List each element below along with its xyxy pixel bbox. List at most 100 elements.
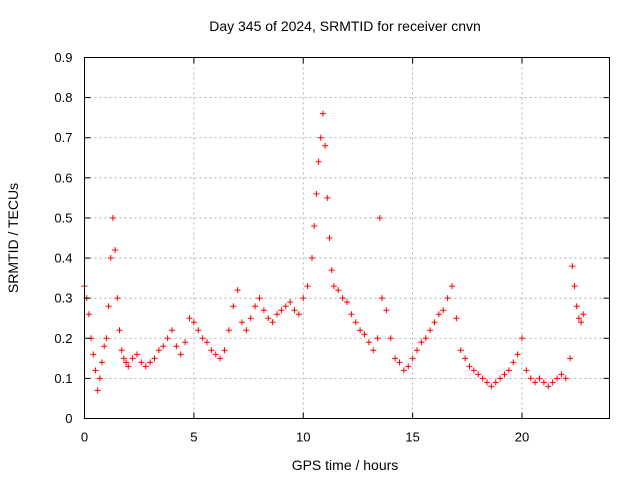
data-point [234,287,241,294]
data-point [317,134,324,141]
data-point [291,307,298,314]
y-tick-label: 0.8 [54,90,72,105]
y-tick-label: 0 [65,411,72,426]
data-point [562,375,569,382]
data-point [300,295,307,302]
x-tick-label: 10 [296,430,310,445]
data-point [101,343,108,350]
data-point [311,222,318,229]
data-point [99,359,105,366]
data-point [567,355,574,362]
data-point [164,335,171,342]
data-point [475,371,482,378]
data-point [488,383,495,390]
data-point [470,367,477,374]
x-tick-label: 20 [515,430,529,445]
data-point [501,371,508,378]
data-point [383,307,390,314]
data-point [239,319,245,326]
y-tick-label: 0.5 [54,210,72,225]
data-point [370,347,377,354]
data-point [427,327,434,334]
data-point [230,303,237,310]
chart-title: Day 345 of 2024, SRMTID for receiver cnv… [209,18,481,34]
x-tick-labels: 0 5 10 15 20 [81,430,529,445]
data-point [532,379,539,386]
data-point [304,283,311,290]
data-point [396,359,403,366]
data-point [105,303,112,310]
data-point [361,331,368,338]
x-axis-label: GPS time / hours [292,457,399,473]
y-tick-label: 0.1 [54,371,72,386]
data-point [114,295,121,302]
data-point [569,263,576,270]
data-point [155,347,162,354]
data-point [107,255,114,262]
data-point [269,319,276,326]
data-point [558,371,565,378]
data-point [195,327,202,334]
x-tick-label: 0 [81,430,88,445]
data-point [328,267,335,274]
data-point [212,351,219,358]
data-point [186,315,193,322]
data-point [540,379,547,386]
data-point [315,158,322,165]
data-points [81,110,587,394]
data-point [554,375,560,382]
data-point [414,347,420,354]
data-point [536,375,543,382]
data-point [505,367,512,374]
data-point [510,359,517,366]
data-point [287,299,294,306]
data-point [319,110,326,117]
data-point [182,339,189,346]
data-point [514,351,521,358]
data-point [440,307,447,314]
data-point [357,327,364,334]
data-point [344,299,350,306]
data-point [449,283,455,290]
x-tick-label: 5 [190,430,197,445]
data-point [265,315,272,322]
data-point [497,375,504,382]
data-point [173,343,180,350]
data-point [260,307,267,314]
data-point [85,311,92,318]
data-point [339,295,346,302]
data-point [374,335,381,342]
data-point [387,335,394,342]
data-point [392,355,399,362]
plot-frame [84,57,610,419]
data-point [322,142,329,149]
data-point [324,194,331,201]
y-tick-label: 0.9 [54,50,72,65]
data-point [123,359,130,366]
grid [84,57,610,419]
data-point [208,347,215,354]
data-point [466,363,473,370]
data-point [422,335,429,342]
data-point [190,319,197,326]
data-point [125,363,132,370]
data-point [169,327,175,334]
data-point [365,339,372,346]
data-point [523,367,530,374]
data-point [96,375,103,382]
data-point [199,335,206,342]
data-point [225,327,232,334]
data-point [580,311,587,318]
data-point [549,379,556,386]
data-point [256,295,263,302]
data-point [134,351,140,358]
data-point [431,319,438,326]
data-point [348,311,355,318]
data-point [379,295,385,302]
data-point [147,359,154,366]
tick-marks [84,57,610,419]
y-tick-label: 0.4 [54,251,72,266]
data-point [352,319,359,326]
data-point [435,311,442,318]
data-point [252,303,259,310]
